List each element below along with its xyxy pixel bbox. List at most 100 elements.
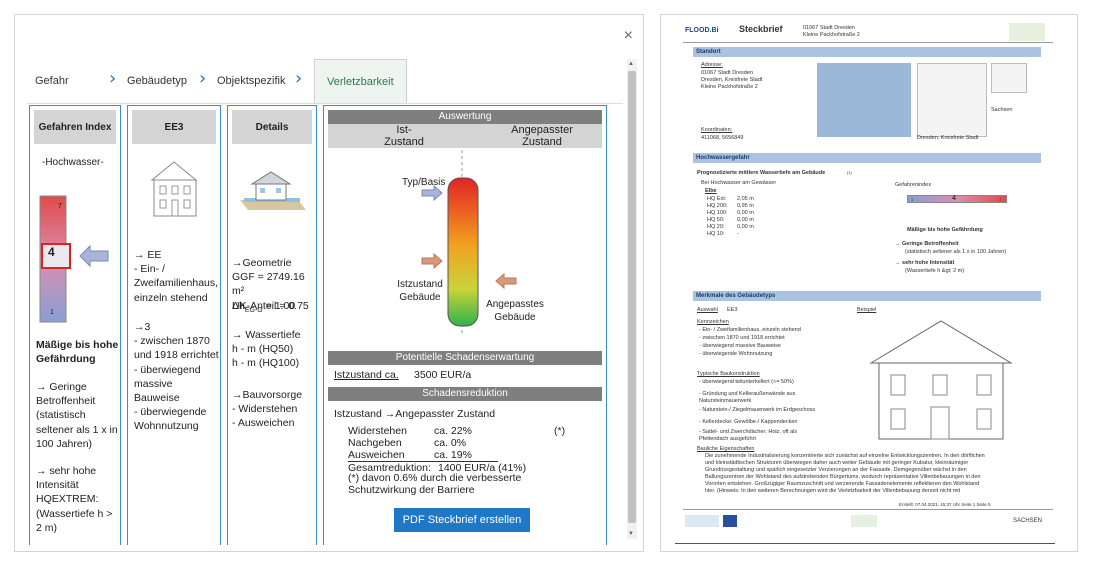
column-header: Details bbox=[232, 110, 312, 144]
doc-hq-label: HQ 200: bbox=[707, 203, 728, 209]
doc-t-line: - überwiegend teilunterkellert (<= 50%) bbox=[699, 379, 794, 385]
doc-hq-value: 0,00 m bbox=[737, 224, 754, 230]
doc-coord: 411068, 5656849 bbox=[701, 135, 744, 141]
doc-section-merkmale: Merkmale des Gebäudetyps bbox=[693, 291, 1041, 301]
building-type-column: EE3 → EE - Ein- / Zweifamilienhaus, einz… bbox=[127, 105, 221, 545]
doc-b-line: Grundrissgestaltung und spärlich eingese… bbox=[705, 467, 967, 473]
tab-gebaeudetyp[interactable]: Gebäudetyp bbox=[127, 75, 187, 87]
vulnerability-dialog: × Gefahr › Gebäudetyp › Objektspezifik ›… bbox=[14, 14, 644, 552]
doc-hq-label: HQ Ext: bbox=[707, 196, 727, 202]
doc-map-city bbox=[917, 63, 987, 137]
doc-sachsen: SACHSEN bbox=[1013, 518, 1043, 524]
doc-section-standort: Standort bbox=[693, 47, 1041, 57]
doc-addr1: 01067 Stadt Dresden bbox=[803, 25, 855, 31]
tab-divider bbox=[27, 103, 623, 104]
actual-building-label: Istzustand Gebäude bbox=[397, 279, 443, 303]
doc-kennzeichen: Kennzeichen bbox=[697, 319, 729, 325]
row-value: ca. 19% bbox=[434, 449, 472, 461]
close-icon[interactable]: × bbox=[623, 27, 633, 44]
doc-map-label-city: Dresden, Kreisfreie Stadt bbox=[917, 135, 979, 141]
doc-hw-sub: Prognostizierte mittlere Wassertiefe am … bbox=[697, 170, 826, 176]
create-pdf-button[interactable]: PDF Steckbrief erstellen bbox=[394, 508, 530, 532]
precaution-text: →Bauvorsorge - Widerstehen - Ausweichen bbox=[232, 389, 303, 430]
partner-logo bbox=[1009, 23, 1045, 41]
scrollbar[interactable]: ▲ ▼ bbox=[627, 59, 637, 539]
doc-hq-label: HQ 50: bbox=[707, 217, 725, 223]
pdf-preview: FLOOD.Bi Steckbrief 01067 Stadt Dresden … bbox=[660, 14, 1078, 552]
row-label: Ausweichen bbox=[348, 449, 405, 461]
doc-gi-label: Gefahrenindex bbox=[895, 182, 932, 188]
tab-gefahr[interactable]: Gefahr bbox=[35, 75, 69, 87]
vulnerability-column-icon bbox=[421, 150, 517, 334]
doc-gi-p1: → Geringe Betroffenheit bbox=[895, 241, 959, 247]
adapted-state-label: Angepasster Zustand bbox=[511, 124, 573, 148]
doc-t-line: Pfettendach ausgeführt bbox=[699, 436, 756, 442]
tab-verletzbarkeit[interactable]: Verletzbarkeit bbox=[314, 59, 407, 103]
doc-b-line: Die zunehmende Industrialisierung konzen… bbox=[705, 453, 985, 459]
tab-objektspezifik[interactable]: Objektspezifik bbox=[217, 75, 286, 87]
eu-flag-icon bbox=[723, 515, 737, 527]
doc-logo: FLOOD.Bi bbox=[685, 27, 719, 34]
doc-hq-value: 0,95 m bbox=[737, 203, 754, 209]
row-note: (*) bbox=[554, 425, 566, 437]
type-3-text: →3 - zwischen 1870 und 1918 errichtet - … bbox=[134, 321, 219, 433]
row-label: Widerstehen bbox=[348, 425, 407, 437]
doc-map-state bbox=[991, 63, 1027, 93]
intensity-text: → sehr hohe Intensität HQEXTREM: (Wasser… bbox=[36, 465, 113, 534]
damage-reduction-header: Schadensreduktion bbox=[328, 387, 602, 401]
doc-hw-sub-note: (1) bbox=[847, 170, 852, 175]
doc-gi-p1b: (statistisch seltener als 1 x in 100 Jah… bbox=[905, 249, 1007, 255]
doc-gi-p2b: (Wassertiefe h &gt; 2 m) bbox=[905, 268, 965, 274]
doc-map-label-state: Sachsen bbox=[991, 107, 1013, 113]
doc-t-line: Natursteinmauerwerk bbox=[699, 398, 752, 404]
doc-t-line: - Sattel- und Zwerchdächer: Holz, oft al… bbox=[699, 429, 798, 435]
delta-h-text: ΔhEG-G = 1.00 bbox=[232, 299, 318, 318]
scale-value: 4 bbox=[48, 245, 55, 259]
house-3d-icon bbox=[240, 171, 306, 210]
state-header-bar bbox=[328, 124, 602, 148]
doc-gi-value: 4 bbox=[952, 195, 956, 202]
hazard-scale-icon bbox=[39, 195, 109, 323]
doc-footer-logo bbox=[851, 515, 877, 527]
scroll-up-icon[interactable]: ▲ bbox=[628, 61, 634, 67]
doc-b-line: Ballungszentren der Wohlstand des aufstr… bbox=[705, 474, 981, 480]
doc-hq-label: HQ 20: bbox=[707, 224, 725, 230]
doc-k-line: - überwiegende Wohnnutzung bbox=[699, 351, 773, 357]
scroll-down-icon[interactable]: ▼ bbox=[628, 531, 634, 537]
scrollbar-thumb[interactable] bbox=[628, 71, 636, 523]
doc-hq-value: 0,00 m bbox=[737, 210, 754, 216]
doc-typische: Typische Baukonstruktion bbox=[697, 371, 760, 377]
evaluation-column: Auswertung Ist- Zustand Angepasster Zust… bbox=[323, 105, 607, 545]
doc-b-line: hier. (Hinweis: In den weiteren Berechnu… bbox=[705, 488, 961, 494]
doc-auswahl: Auswahl bbox=[697, 307, 718, 313]
type-basis-label: Typ/Basis bbox=[402, 177, 446, 188]
water-depth-text: → Wassertiefe h - m (HQ50) h - m (HQ100) bbox=[232, 329, 301, 370]
doc-gi-rating: Mäßige bis hohe Gefährdung bbox=[907, 227, 983, 233]
doc-t-line: - Gründung und Kelleraußenwände aus bbox=[699, 391, 796, 397]
scale-bottom-label: 1 bbox=[50, 309, 54, 316]
reduction-title: Istzustand →Angepasster Zustand bbox=[334, 408, 496, 420]
evaluation-header: Auswertung bbox=[328, 110, 602, 124]
doc-section-hochwasser: Hochwassergefahr bbox=[693, 153, 1041, 163]
doc-hq-label: HQ 10: bbox=[707, 231, 725, 237]
doc-elbe: Elbe bbox=[705, 188, 717, 194]
doc-house-drawing-icon bbox=[869, 320, 1013, 440]
doc-k-line: - überwiegend massive Bauweise bbox=[699, 343, 781, 349]
doc-gi-max: 7 bbox=[999, 197, 1002, 202]
hazard-rating: Mäßige bis hohe Gefährdung bbox=[36, 339, 119, 366]
actual-state-label: Ist- Zustand bbox=[384, 124, 424, 148]
doc-hq-label: HQ 100: bbox=[707, 210, 728, 216]
doc-map-local bbox=[817, 63, 911, 137]
actual-state-value: 3500 EUR/a bbox=[414, 369, 472, 381]
doc-bei-hw: Bei Hochwasser am Gewässer bbox=[701, 180, 777, 186]
doc-hq-value: 2,05 m bbox=[737, 196, 754, 202]
total-reduction-label: Gesamtreduktion: bbox=[348, 462, 431, 474]
row-value: ca. 0% bbox=[434, 437, 467, 449]
chevron-right-icon: › bbox=[199, 68, 207, 89]
delta-h-symbol: Δh bbox=[232, 300, 245, 312]
doc-hq-value: 0,00 m bbox=[737, 217, 754, 223]
type-ee-text: → EE - Ein- / Zweifamilienhaus, einzeln … bbox=[134, 249, 219, 304]
doc-k-line: - zwischen 1870 und 1918 errichtet bbox=[699, 335, 785, 341]
doc-coord-label: Koordinaten: bbox=[701, 127, 733, 133]
geometry-text: →Geometrie GGF = 2749.16 m² UK-Anteil = … bbox=[232, 257, 309, 312]
